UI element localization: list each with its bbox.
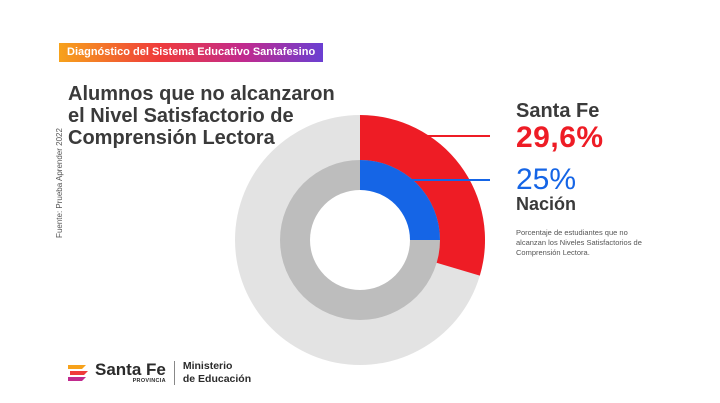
- brand: Santa Fe PROVINCIA: [95, 360, 166, 384]
- ministry-line2: de Educación: [182, 373, 252, 385]
- santa-fe-label: Santa Fe: [516, 100, 600, 122]
- chart-note: Porcentaje de estudiantes que no alcanza…: [516, 228, 642, 257]
- santa-fe-value: 29,6%: [516, 121, 604, 154]
- ministry-line1: Ministerio: [182, 360, 233, 372]
- ministry: Ministerio de Educación: [183, 360, 251, 386]
- chart-title: Alumnos que no alcanzaron el Nivel Satis…: [68, 83, 335, 149]
- nacion-label: Nación: [516, 194, 577, 214]
- header-badge: Diagnóstico del Sistema Educativo Santaf…: [59, 43, 324, 62]
- santa-fe-flag-icon: [68, 365, 88, 381]
- brand-name: Santa Fe: [95, 360, 166, 379]
- footer-logo: Santa Fe PROVINCIA Ministerio de Educaci…: [66, 360, 251, 386]
- brand-sub: PROVINCIA: [132, 378, 166, 384]
- donut-chart: [235, 115, 490, 365]
- source-note: Fuente: Prueba Aprender 2022: [55, 128, 64, 238]
- nacion-value: 25%: [516, 163, 577, 196]
- footer-divider: [173, 361, 175, 385]
- donut-hole: [310, 190, 410, 290]
